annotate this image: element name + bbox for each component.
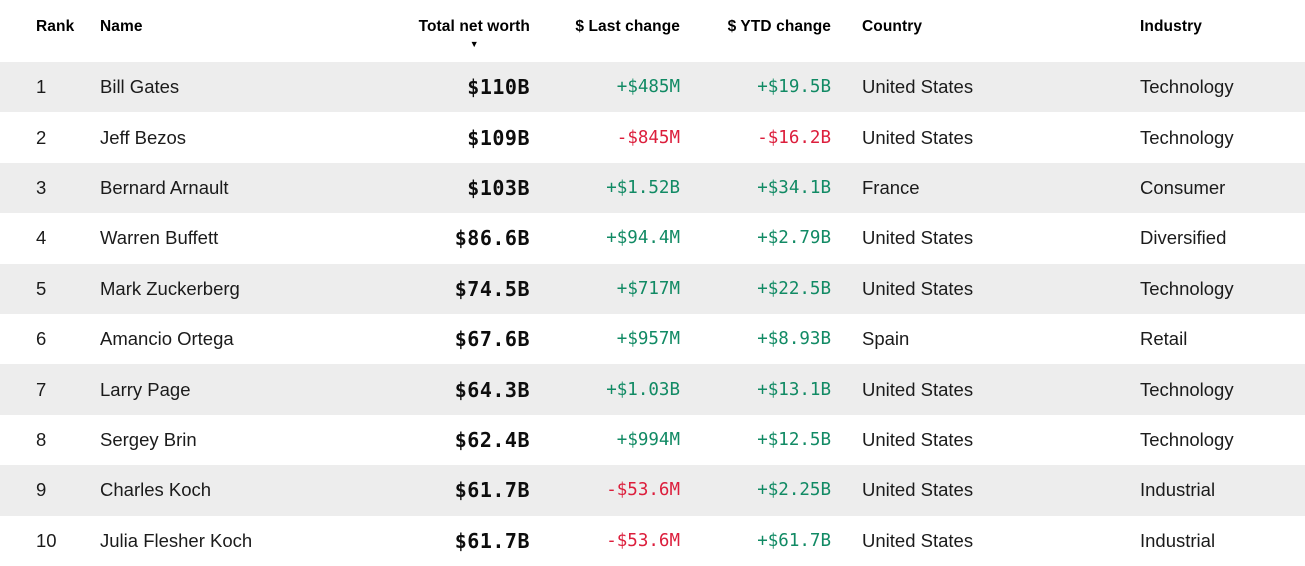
cell-net-worth: $110B <box>467 75 530 100</box>
table-row: 10 Julia Flesher Koch $61.7B -$53.6M +$6… <box>0 516 1305 566</box>
cell-ytd-change: +$22.5B <box>757 278 831 299</box>
table-row: 5 Mark Zuckerberg $74.5B +$717M +$22.5B … <box>0 263 1305 314</box>
cell-last-change: +$994M <box>616 429 680 450</box>
table-row: 7 Larry Page $64.3B +$1.03B +$13.1B Unit… <box>0 364 1305 415</box>
cell-name: Julia Flesher Koch <box>100 529 253 551</box>
cell-net-worth: $61.7B <box>454 528 530 553</box>
table-row: 2 Jeff Bezos $109B -$845M -$16.2B United… <box>0 112 1305 162</box>
cell-country: United States <box>862 428 974 450</box>
cell-country: Spain <box>862 328 910 350</box>
cell-net-worth: $67.6B <box>454 327 530 352</box>
cell-ytd-change: +$8.93B <box>757 329 831 350</box>
header-cell-name[interactable]: Name <box>100 18 143 35</box>
cell-rank: 3 <box>36 176 47 198</box>
cell-name: Sergey Brin <box>100 428 197 450</box>
header-cell-country[interactable]: Country <box>862 18 923 35</box>
header-cell-rank[interactable]: Rank <box>36 18 75 35</box>
table-row: 4 Warren Buffett $86.6B +$94.4M +$2.79B … <box>0 213 1305 263</box>
cell-net-worth: $64.3B <box>454 377 530 402</box>
cell-rank: 9 <box>36 479 47 501</box>
cell-name: Amancio Ortega <box>100 328 234 350</box>
cell-ytd-change: +$13.1B <box>757 379 831 400</box>
cell-ytd-change: +$2.79B <box>757 228 831 249</box>
cell-country: United States <box>862 126 974 148</box>
cell-rank: 5 <box>36 277 47 299</box>
cell-industry: Technology <box>1140 277 1234 299</box>
cell-country: United States <box>862 76 974 98</box>
cell-name: Jeff Bezos <box>100 126 187 148</box>
cell-country: France <box>862 176 920 198</box>
cell-name: Warren Buffett <box>100 227 219 249</box>
table-row: 8 Sergey Brin $62.4B +$994M +$12.5B Unit… <box>0 415 1305 465</box>
cell-industry: Industrial <box>1140 479 1216 501</box>
cell-name: Larry Page <box>100 378 191 400</box>
header-cell-last-change[interactable]: $ Last change <box>575 18 680 35</box>
cell-country: United States <box>862 277 974 299</box>
cell-industry: Retail <box>1140 328 1188 350</box>
cell-industry: Technology <box>1140 428 1234 450</box>
cell-last-change: +$1.52B <box>606 177 680 198</box>
cell-last-change: +$485M <box>616 77 680 98</box>
table-row: 9 Charles Koch $61.7B -$53.6M +$2.25B Un… <box>0 465 1305 516</box>
cell-net-worth: $62.4B <box>454 427 530 452</box>
cell-net-worth: $61.7B <box>454 478 530 503</box>
cell-last-change: +$717M <box>616 278 680 299</box>
header-net-worth-label: Total net worth <box>418 18 530 35</box>
table-body: 1 Bill Gates $110B +$485M +$19.5B United… <box>0 62 1305 566</box>
cell-ytd-change: +$12.5B <box>757 429 831 450</box>
cell-rank: 6 <box>36 328 47 350</box>
cell-industry: Diversified <box>1140 227 1227 249</box>
table-row: 1 Bill Gates $110B +$485M +$19.5B United… <box>0 62 1305 113</box>
cell-name: Mark Zuckerberg <box>100 277 240 299</box>
cell-rank: 7 <box>36 378 47 400</box>
cell-last-change: -$53.6M <box>606 530 680 551</box>
cell-industry: Technology <box>1140 378 1234 400</box>
cell-country: United States <box>862 479 974 501</box>
cell-last-change: +$94.4M <box>606 228 680 249</box>
cell-rank: 4 <box>36 227 47 249</box>
cell-ytd-change: +$19.5B <box>757 77 831 98</box>
cell-country: United States <box>862 529 974 551</box>
cell-rank: 8 <box>36 428 47 450</box>
cell-country: United States <box>862 227 974 249</box>
cell-rank: 1 <box>36 76 47 98</box>
cell-net-worth: $74.5B <box>454 276 530 301</box>
cell-last-change: +$957M <box>616 329 680 350</box>
cell-industry: Technology <box>1140 76 1234 98</box>
cell-last-change: -$53.6M <box>606 480 680 501</box>
cell-net-worth: $103B <box>467 175 530 200</box>
cell-industry: Consumer <box>1140 176 1226 198</box>
cell-ytd-change: -$16.2B <box>757 127 831 148</box>
sort-descending-icon: ▼ <box>469 39 479 49</box>
cell-ytd-change: +$2.25B <box>757 480 831 501</box>
cell-name: Bill Gates <box>100 76 180 98</box>
header-cell-industry[interactable]: Industry <box>1140 18 1202 35</box>
header-cell-net-worth[interactable]: Total net worth ▼ <box>398 18 530 52</box>
cell-country: United States <box>862 378 974 400</box>
cell-last-change: +$1.03B <box>606 379 680 400</box>
cell-net-worth: $86.6B <box>454 226 530 251</box>
cell-industry: Technology <box>1140 126 1234 148</box>
table-row: 3 Bernard Arnault $103B +$1.52B +$34.1B … <box>0 162 1305 214</box>
cell-rank: 2 <box>36 126 47 148</box>
header-cell-ytd-change[interactable]: $ YTD change <box>727 18 831 35</box>
table-row: 6 Amancio Ortega $67.6B +$957M +$8.93B S… <box>0 314 1305 364</box>
cell-rank: 10 <box>36 529 57 551</box>
cell-ytd-change: +$34.1B <box>757 177 831 198</box>
cell-name: Charles Koch <box>100 479 212 501</box>
cell-ytd-change: +$61.7B <box>757 530 831 551</box>
cell-net-worth: $109B <box>467 125 530 150</box>
cell-last-change: -$845M <box>616 127 680 148</box>
cell-industry: Industrial <box>1140 529 1216 551</box>
cell-name: Bernard Arnault <box>100 176 229 198</box>
table-header-row: Rank Name Total net worth ▼ $ Last chang… <box>0 0 1305 62</box>
